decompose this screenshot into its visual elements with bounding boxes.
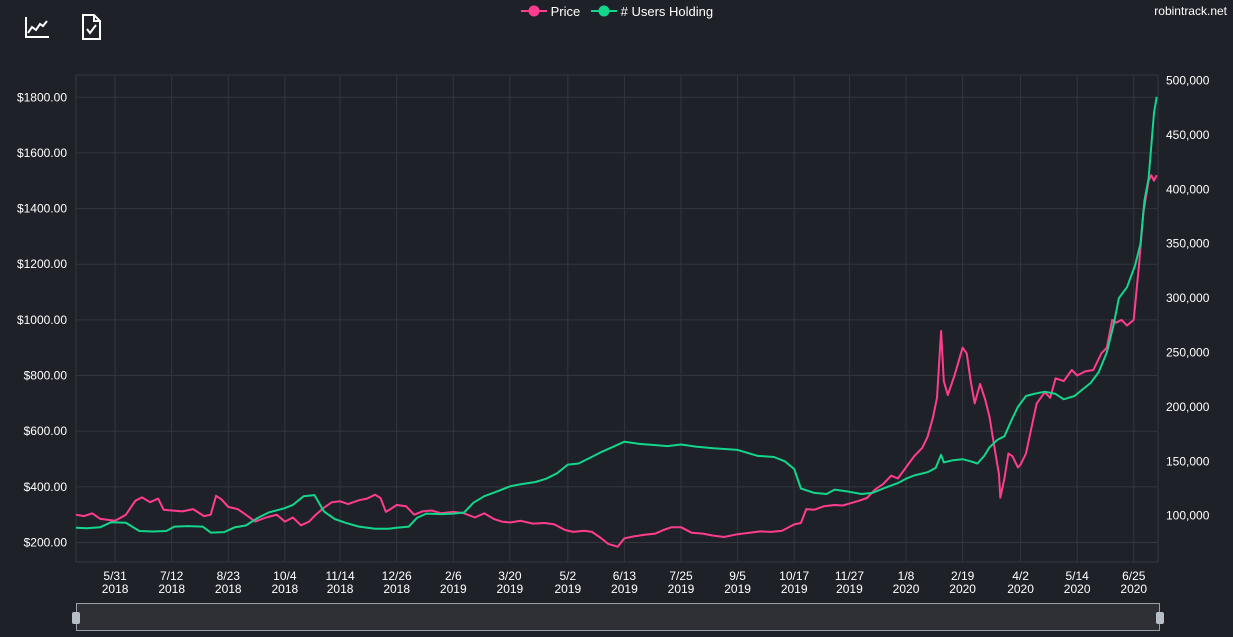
x-tick-label: 4/2	[1012, 569, 1029, 583]
plot-frame	[75, 74, 1159, 563]
x-tick-year-label: 2019	[836, 582, 863, 596]
x-tick-label: 6/25	[1122, 569, 1146, 583]
x-tick-label: 3/20	[498, 569, 522, 583]
chart-legend: Price # Users Holding	[0, 2, 1233, 22]
y-right-tick-label: 350,000	[1166, 237, 1210, 251]
series-line-users-holding	[75, 96, 1158, 534]
range-slider[interactable]	[72, 603, 1164, 631]
y-left-tick-label: $1800.00	[17, 90, 67, 104]
x-tick-label: 2/19	[951, 569, 975, 583]
x-tick-label: 10/17	[779, 569, 809, 583]
chart-plot[interactable]: $200.00 $400.00 $600.00 $800.00 $1000.00 $120…	[0, 0, 1233, 600]
x-tick-label: 7/12	[160, 569, 184, 583]
line-chart-icon[interactable]	[22, 12, 52, 42]
x-tick-year-label: 2018	[327, 582, 354, 596]
document-check-icon[interactable]	[76, 12, 106, 42]
x-tick-label: 7/25	[669, 569, 693, 583]
x-tick-label: 1/8	[898, 569, 915, 583]
legend-label-price: Price	[550, 4, 581, 19]
legend-item-users-holding[interactable]: # Users Holding	[591, 4, 713, 19]
legend-item-price[interactable]: Price	[521, 4, 580, 19]
x-tick-year-label: 2019	[440, 582, 467, 596]
x-tick-year-label: 2019	[554, 582, 581, 596]
y-right-tick-label: 500,000	[1166, 73, 1210, 87]
x-tick-year-label: 2019	[611, 582, 638, 596]
x-tick-year-label: 2018	[102, 582, 129, 596]
x-tick-year-label: 2019	[724, 582, 751, 596]
x-tick-year-label: 2018	[383, 582, 410, 596]
x-tick-label: 11/27	[835, 569, 864, 583]
x-tick-year-label: 2020	[1007, 582, 1034, 596]
x-tick-label: 6/13	[613, 569, 637, 583]
x-tick-label: 10/4	[273, 569, 297, 583]
y-left-tick-label: $1000.00	[17, 313, 67, 327]
y-left-tick-label: $800.00	[24, 369, 68, 383]
x-tick-year-label: 2019	[497, 582, 524, 596]
y-left-tick-label: $200.00	[24, 536, 68, 550]
y-right-tick-label: 250,000	[1166, 346, 1210, 360]
x-tick-label: 5/14	[1065, 569, 1089, 583]
x-tick-label: 11/14	[326, 569, 355, 583]
x-tick-label: 5/2	[559, 569, 576, 583]
x-tick-year-label: 2018	[215, 582, 242, 596]
x-tick-year-label: 2018	[272, 582, 299, 596]
toolbar	[0, 0, 160, 60]
x-tick-year-label: 2019	[781, 582, 808, 596]
brand-label[interactable]: robintrack.net	[1154, 4, 1227, 18]
x-tick-year-label: 2020	[949, 582, 976, 596]
y-left-tick-label: $1400.00	[17, 202, 67, 216]
x-tick-year-label: 2020	[893, 582, 920, 596]
y-right-tick-label: 150,000	[1166, 454, 1210, 468]
y-right-tick-label: 450,000	[1166, 128, 1210, 142]
x-tick-label: 8/23	[217, 569, 241, 583]
legend-marker-price	[521, 5, 547, 17]
range-handle-left[interactable]	[72, 612, 80, 624]
x-tick-year-label: 2018	[158, 582, 185, 596]
x-tick-label: 9/5	[729, 569, 746, 583]
x-tick-label: 2/6	[445, 569, 462, 583]
y-left-tick-label: $400.00	[24, 480, 68, 494]
y-left-tick-label: $1200.00	[17, 257, 67, 271]
series-line-price	[75, 174, 1158, 548]
x-tick-year-label: 2019	[668, 582, 695, 596]
y-right-tick-label: 400,000	[1166, 182, 1210, 196]
x-tick-year-label: 2020	[1064, 582, 1091, 596]
y-right-tick-label: 100,000	[1166, 509, 1210, 523]
y-right-tick-label: 300,000	[1166, 291, 1210, 305]
range-handle-right[interactable]	[1156, 612, 1164, 624]
legend-label-users-holding: # Users Holding	[620, 4, 714, 19]
y-left-tick-label: $1600.00	[17, 146, 67, 160]
y-right-tick-label: 200,000	[1166, 400, 1210, 414]
x-tick-label: 5/31	[103, 569, 127, 583]
x-tick-year-label: 2020	[1120, 582, 1147, 596]
x-tick-label: 12/26	[382, 569, 412, 583]
legend-marker-users	[591, 5, 617, 17]
y-left-tick-label: $600.00	[24, 424, 68, 438]
